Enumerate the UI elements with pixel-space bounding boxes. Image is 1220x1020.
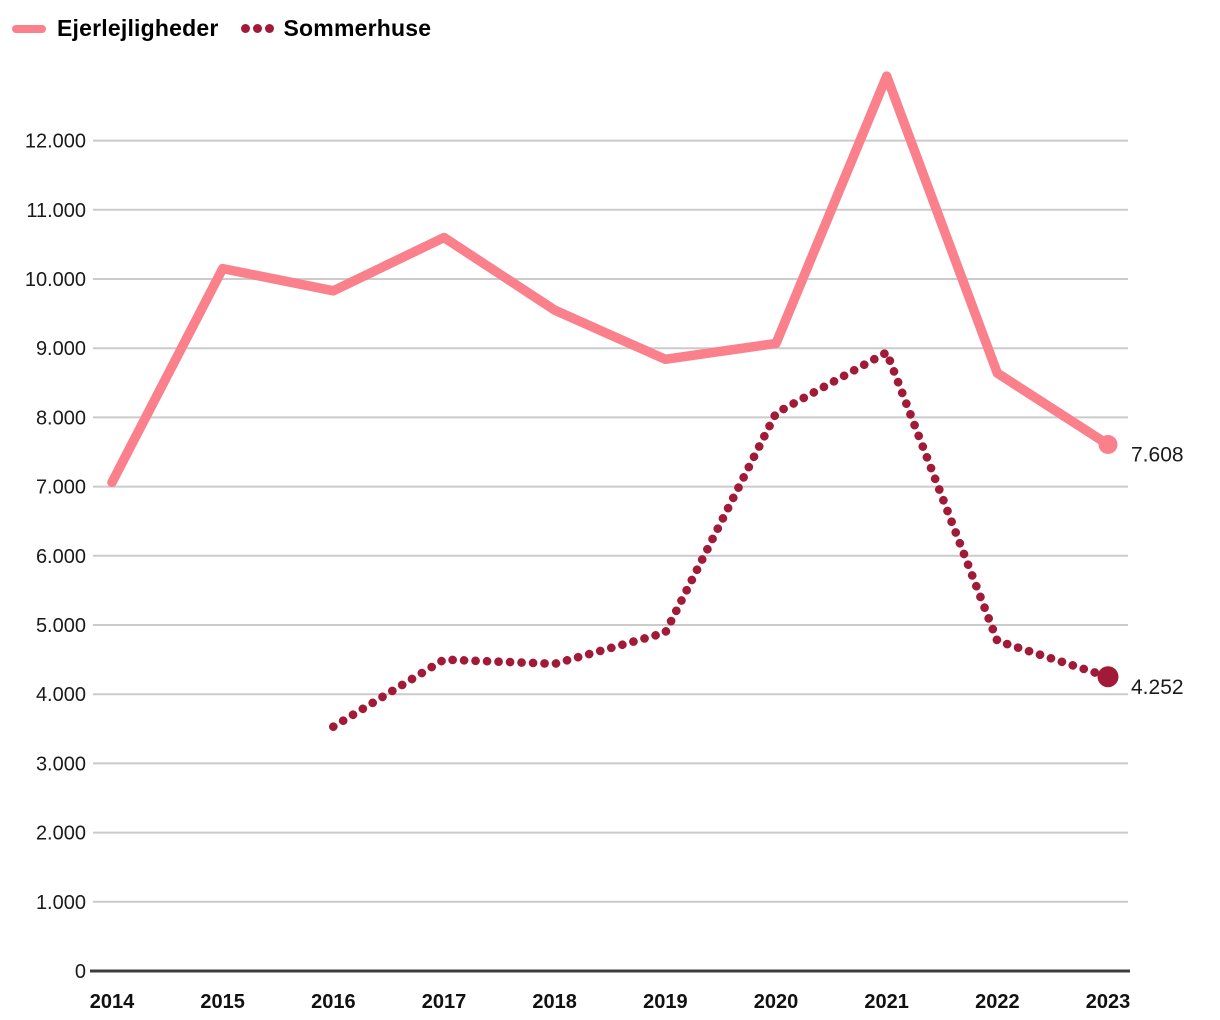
y-axis-tick-label: 10.000 (25, 269, 86, 291)
y-axis-tick-label: 8.000 (36, 407, 86, 429)
legend-label-sommerhuse: Sommerhuse (283, 15, 432, 41)
legend-item-ejerlejligheder: Ejerlejligheder (12, 15, 219, 42)
dotted-line-swatch-icon (240, 24, 274, 33)
y-axis-tick-label: 2.000 (36, 823, 86, 845)
legend-label-ejerlejligheder: Ejerlejligheder (57, 15, 219, 41)
x-axis-tick-label: 2016 (311, 991, 356, 1013)
x-axis-tick-label: 2015 (200, 991, 245, 1013)
legend-item-sommerhuse: Sommerhuse (240, 15, 432, 42)
x-axis-tick-label: 2019 (643, 991, 688, 1013)
series-end-value-label: 7.608 (1131, 444, 1184, 467)
y-axis-tick-label: 11.000 (26, 200, 86, 222)
y-axis-tick-label: 9.000 (36, 338, 86, 360)
y-axis-tick-label: 4.000 (36, 684, 86, 706)
x-axis-tick-label: 2023 (1086, 991, 1131, 1013)
y-axis-tick-label: 0 (75, 961, 86, 983)
x-axis-tick-label: 2021 (864, 991, 909, 1013)
x-axis-tick-label: 2014 (90, 991, 135, 1013)
y-axis-tick-label: 6.000 (36, 546, 86, 568)
series-end-marker (1098, 435, 1118, 455)
solid-line-swatch-icon (12, 24, 46, 33)
y-axis-tick-label: 3.000 (36, 753, 86, 775)
y-axis-tick-label: 5.000 (36, 615, 86, 637)
y-axis-tick-label: 7.000 (36, 477, 86, 499)
series-line-dotted (329, 348, 1113, 731)
x-axis-tick-label: 2020 (754, 991, 799, 1013)
x-axis-tick-label: 2017 (422, 991, 467, 1013)
y-axis-tick-label: 1.000 (36, 892, 86, 914)
series-end-marker (1097, 666, 1119, 688)
series-line-solid (107, 71, 1113, 488)
x-axis-tick-label: 2022 (975, 991, 1020, 1013)
chart-legend: Ejerlejligheder Sommerhuse (12, 15, 431, 42)
y-axis-tick-label: 12.000 (25, 131, 86, 153)
series-end-value-label: 4.252 (1131, 676, 1184, 699)
x-axis-tick-label: 2018 (532, 991, 577, 1013)
